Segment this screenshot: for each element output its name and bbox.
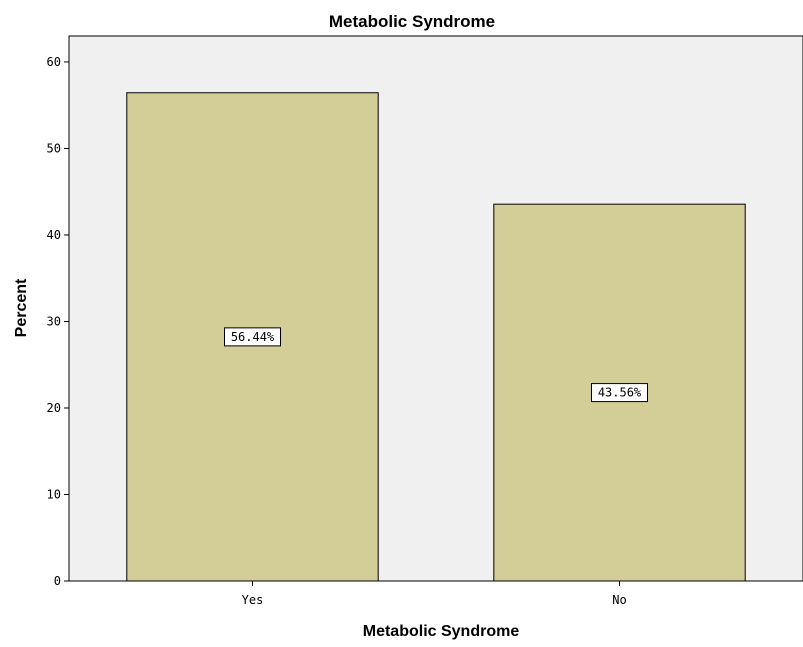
data-label: 56.44% bbox=[231, 330, 275, 344]
data-label-box bbox=[224, 327, 281, 347]
x-tick-label: No bbox=[612, 593, 626, 607]
x-axis: Yes No bbox=[242, 581, 627, 607]
y-tick-label: 30 bbox=[47, 314, 61, 328]
y-tick-label: 0 bbox=[54, 574, 61, 588]
y-axis: 0 10 20 30 40 50 60 bbox=[47, 55, 69, 588]
y-axis-title: Percent bbox=[13, 278, 30, 337]
data-label-box bbox=[591, 383, 648, 403]
y-tick-label: 50 bbox=[47, 141, 61, 155]
y-tick-label: 10 bbox=[47, 487, 61, 501]
x-tick-label: Yes bbox=[242, 593, 264, 607]
data-label: 43.56% bbox=[598, 386, 642, 400]
y-tick-label: 20 bbox=[47, 401, 61, 415]
data-labels-group: 56.44% 43.56% bbox=[224, 327, 648, 403]
y-tick-label: 40 bbox=[47, 228, 61, 242]
y-tick-label: 60 bbox=[47, 55, 61, 69]
x-axis-title: Metabolic Syndrome bbox=[363, 623, 520, 640]
chart-title: Metabolic Syndrome bbox=[329, 12, 495, 31]
